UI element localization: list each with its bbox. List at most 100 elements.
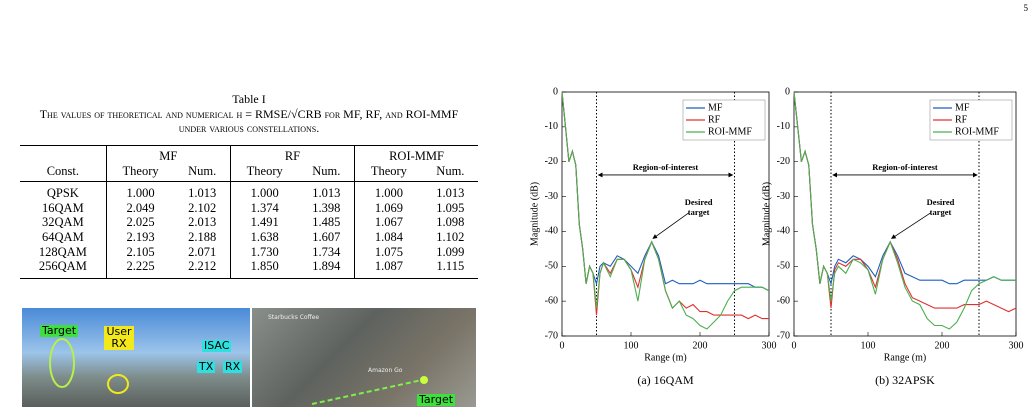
subheader-cell: Num. xyxy=(188,163,217,178)
user-ellipse xyxy=(107,374,129,394)
y-tick-label: -70 xyxy=(545,330,558,341)
table-cell: 1.000 xyxy=(229,181,299,201)
table-cell: 1.098 xyxy=(436,215,465,230)
y-tick-label: -30 xyxy=(545,191,558,202)
header-cell: MF xyxy=(105,145,231,164)
table-cell: 1.084 xyxy=(354,229,423,245)
legend-label: ROI-MMF xyxy=(708,126,752,137)
x-axis-label: Range (m) xyxy=(644,352,687,363)
table-cell: 1.000 xyxy=(105,181,175,201)
table-caption: The values of theoretical and numerical … xyxy=(39,107,459,135)
table-cell: 1.000 xyxy=(354,181,423,201)
subheader-cell: Theory xyxy=(105,163,175,182)
y-tick-label: 0 xyxy=(553,86,558,97)
table-cell: 2.013 xyxy=(188,215,217,230)
plot-frame xyxy=(561,91,770,337)
table-block: Table I The values of theoretical and nu… xyxy=(20,92,478,279)
table-cell: 1.398 xyxy=(312,200,341,215)
table-cell: 2.102 xyxy=(188,200,217,215)
table-row: QPSK 1.000 1.013 1.000 1.013 1.000 1.013 xyxy=(20,181,478,201)
table: MF RF ROI-MMF Const. Theory Num. Theory Num. The… xyxy=(20,145,478,279)
target-arrow xyxy=(652,212,689,239)
roi-label: Region-of-interest xyxy=(872,162,938,172)
table-cell: 1.095 xyxy=(436,200,465,215)
path-arrow xyxy=(311,379,423,405)
table-cell: 2.212 xyxy=(188,259,217,274)
photo-label: User RX xyxy=(104,326,134,350)
header-cell: RF xyxy=(229,145,355,164)
target-ellipse xyxy=(49,338,75,388)
y-axis-label: Magnitude (dB) xyxy=(529,182,540,246)
table-cell: 1.013 xyxy=(188,186,217,201)
legend-label: MF xyxy=(708,102,723,113)
photo-label: Starbucks Coffee xyxy=(268,314,320,321)
x-axis-label: Range (m) xyxy=(884,352,927,363)
header-row: MF RF ROI-MMF xyxy=(20,145,478,164)
target-label: Desired target xyxy=(926,196,955,217)
table-cell: 2.025 xyxy=(105,215,175,230)
page-number: 5 xyxy=(1023,3,1029,13)
table-row: 256QAM 2.225 2.212 1.850 1.894 1.087 1.115 xyxy=(20,259,478,279)
photo-label: RX xyxy=(223,360,243,373)
x-tick-label: 200 xyxy=(935,340,950,351)
x-tick-label: 0 xyxy=(792,340,797,351)
y-tick-label: -40 xyxy=(545,226,558,237)
table-cell: 64QAM xyxy=(42,229,84,244)
table-row: 64QAM 2.193 2.188 1.638 1.607 1.084 1.102 xyxy=(20,229,478,245)
photo-label: TX xyxy=(197,360,216,373)
target-label: Desired target xyxy=(684,196,713,217)
table-cell: 1.734 xyxy=(312,244,341,259)
table-cell: 1.013 xyxy=(312,186,341,201)
table-cell: 1.638 xyxy=(229,229,299,245)
table-cell: 32QAM xyxy=(42,215,84,230)
photo-label: Target xyxy=(417,393,456,406)
table-cell: QPSK xyxy=(46,186,79,201)
table-cell: 1.850 xyxy=(229,259,299,279)
chart-caption: (b) 32APSK xyxy=(875,373,935,387)
table-cell: 2.071 xyxy=(188,244,217,259)
legend-label: RF xyxy=(708,114,721,125)
plot-frame xyxy=(793,91,1017,337)
table-cell: 16QAM xyxy=(42,200,84,215)
y-tick-label: -20 xyxy=(545,156,558,167)
target-marker xyxy=(420,376,428,384)
y-tick-label: -10 xyxy=(545,121,558,132)
series-line xyxy=(793,91,1016,330)
table-cell: 1.102 xyxy=(436,229,465,244)
table-cell: 1.067 xyxy=(354,215,423,230)
table-cell: 1.069 xyxy=(354,200,423,216)
roi-label: Region-of-interest xyxy=(633,162,699,172)
table-cell: 128QAM xyxy=(38,244,87,259)
y-tick-label: 0 xyxy=(785,86,790,97)
legend-label: RF xyxy=(955,114,968,125)
subheader-row: Const. Theory Num. Theory Num. Theory Num. xyxy=(20,163,478,182)
street-photo xyxy=(22,308,250,407)
x-tick-label: 0 xyxy=(560,340,565,351)
table-cell: 1.485 xyxy=(312,215,341,230)
y-tick-label: -50 xyxy=(777,261,790,272)
table-cell: 1.730 xyxy=(229,244,299,260)
aerial-photo xyxy=(252,308,476,407)
x-tick-label: 100 xyxy=(861,340,876,351)
y-tick-label: -50 xyxy=(545,261,558,272)
chart-caption: (a) 16QAM xyxy=(637,373,694,387)
header-cell: ROI-MMF xyxy=(354,145,478,164)
photo-overlay xyxy=(49,338,428,405)
subheader-cell: Theory xyxy=(354,163,423,182)
legend-label: MF xyxy=(955,102,970,113)
table-row: 32QAM 2.025 2.013 1.491 1.485 1.067 1.098 xyxy=(20,215,478,230)
x-tick-label: 300 xyxy=(1009,340,1024,351)
photo: Target User RX ISAC TX RX Starbucks Coff… xyxy=(22,308,476,407)
header-cell: Const. xyxy=(46,163,80,178)
table-cell: 1.013 xyxy=(436,186,465,201)
table-cell: 1.607 xyxy=(312,229,341,244)
y-tick-label: -30 xyxy=(777,191,790,202)
y-tick-label: -70 xyxy=(777,330,790,341)
y-tick-label: -60 xyxy=(545,295,558,306)
subheader-cell: Num. xyxy=(436,163,465,178)
table-cell: 1.491 xyxy=(229,215,299,230)
y-tick-label: -10 xyxy=(777,121,790,132)
subheader-cell: Num. xyxy=(312,163,341,178)
y-axis-label: Magnitude (dB) xyxy=(761,182,772,246)
